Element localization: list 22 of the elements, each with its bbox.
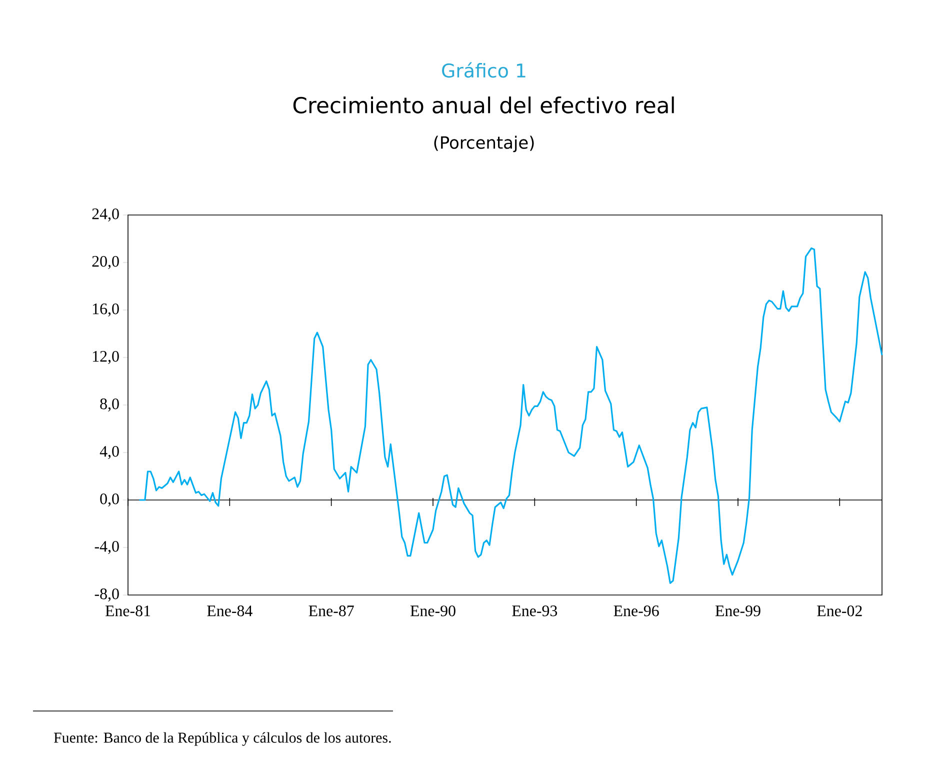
x-tick-label: Ene-81 bbox=[105, 606, 150, 616]
y-tick-label: -8,0 bbox=[94, 588, 119, 602]
y-tick-label: -4,0 bbox=[94, 540, 119, 554]
y-tick-label: 20,0 bbox=[92, 256, 119, 270]
x-tick-label: Ene-90 bbox=[410, 606, 456, 616]
y-tick-label: 8,0 bbox=[100, 398, 119, 412]
source-note: Fuente: Banco de la República y cálculos de los autores. bbox=[54, 732, 391, 746]
x-tick-label: Ene-87 bbox=[308, 606, 354, 616]
y-tick-label: 4,0 bbox=[100, 446, 119, 460]
x-tick-label: Ene-84 bbox=[207, 606, 252, 616]
x-tick-label: Ene-93 bbox=[512, 606, 558, 616]
chart-subtitle: (Porcentaje) bbox=[434, 136, 534, 152]
text: Gráfico 1 bbox=[442, 62, 526, 78]
line-series bbox=[138, 247, 883, 584]
y-tick-label: 16,0 bbox=[93, 303, 119, 317]
x-tick-label: Ene-02 bbox=[817, 606, 862, 616]
x-tick-label: Ene-96 bbox=[614, 606, 659, 616]
x-tick-label: Ene-99 bbox=[715, 606, 760, 616]
y-tick-label: 0,0 bbox=[100, 493, 119, 507]
y-tick-label: 24,0 bbox=[92, 208, 119, 222]
y-tick-label: 12,0 bbox=[93, 350, 119, 364]
chart-title: Crecimiento anual del efectivo real bbox=[293, 96, 674, 114]
